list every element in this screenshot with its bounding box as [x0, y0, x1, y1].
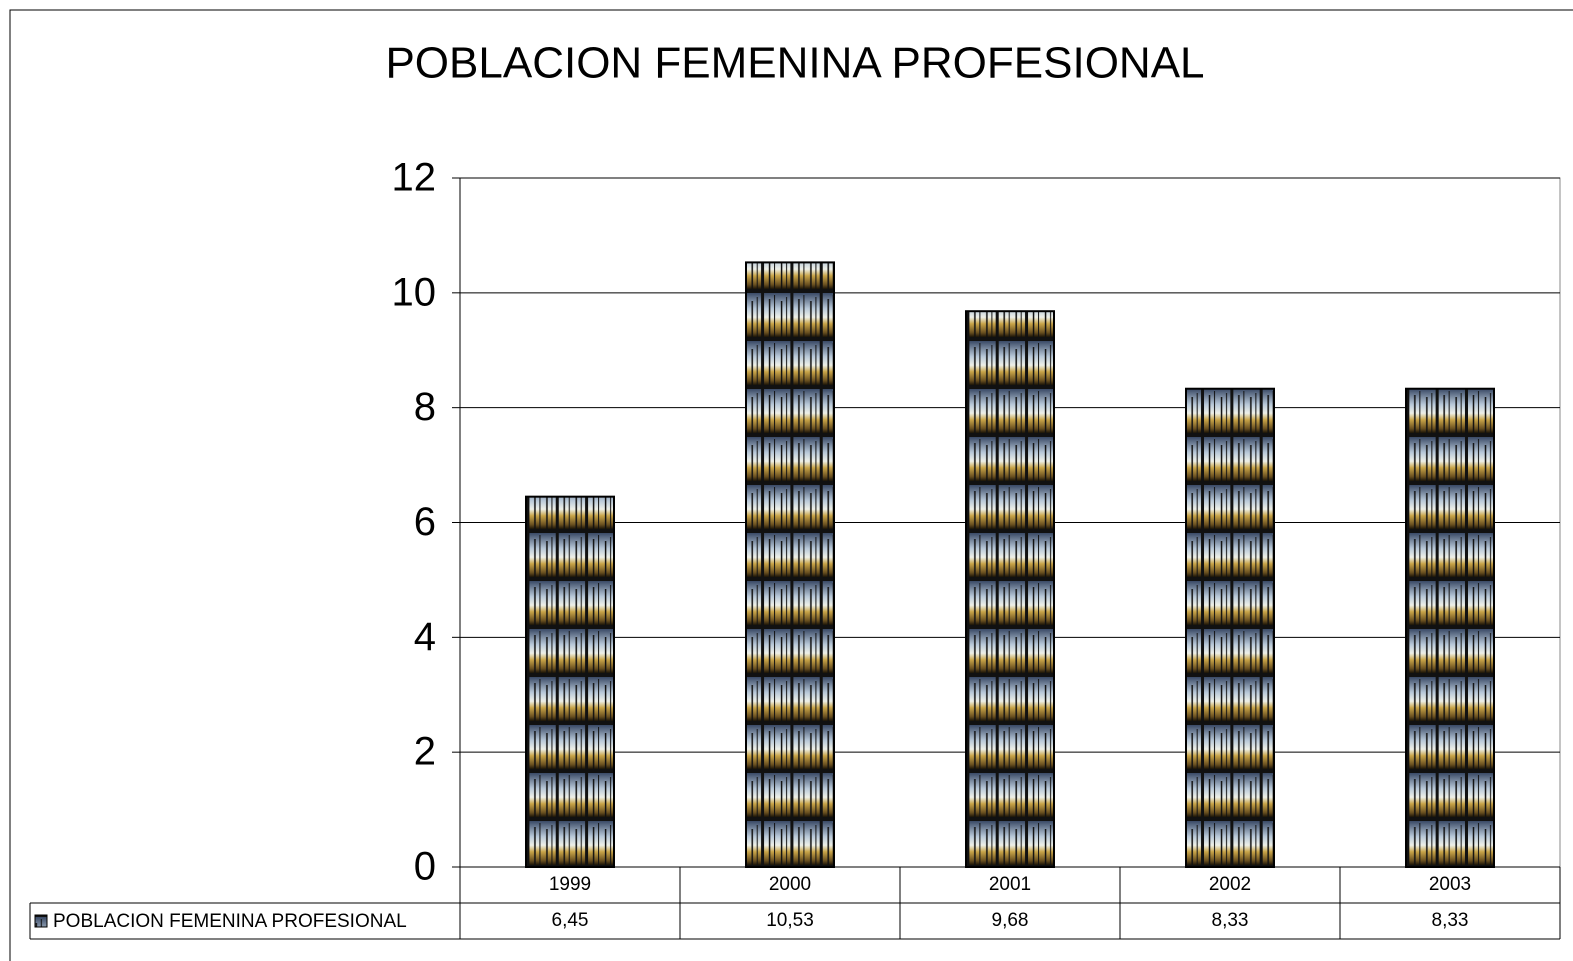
- bar: [1185, 387, 1275, 868]
- x-tick-label: 2001: [989, 874, 1031, 895]
- x-tick-label: 2002: [1209, 874, 1251, 895]
- y-tick-label: 0: [414, 845, 436, 889]
- data-table-value: 9,68: [992, 910, 1029, 931]
- y-tick-label: 2: [414, 730, 436, 774]
- x-tick-label: 2003: [1429, 874, 1471, 895]
- y-tick-label: 10: [392, 270, 437, 314]
- data-table-value: 8,33: [1212, 910, 1249, 931]
- y-tick-label: 12: [392, 156, 437, 200]
- bar: [745, 261, 835, 868]
- legend-label: POBLACION FEMENINA PROFESIONAL: [53, 911, 407, 932]
- chart-title: POBLACION FEMENINA PROFESIONAL: [385, 39, 1204, 88]
- y-tick-label: 6: [414, 500, 436, 544]
- x-tick-label: 2000: [769, 874, 811, 895]
- y-tick-label: 8: [414, 385, 436, 429]
- data-table-value: 6,45: [552, 910, 589, 931]
- bar: [1405, 387, 1495, 868]
- chart-border: [9, 9, 1573, 961]
- data-table-value: 8,33: [1432, 910, 1469, 931]
- legend-key: [34, 914, 48, 928]
- x-tick-label: 1999: [549, 874, 591, 895]
- data-table-value: 10,53: [766, 910, 814, 931]
- bar: [965, 310, 1055, 868]
- y-tick-label: 4: [414, 615, 436, 659]
- bar: [525, 495, 615, 868]
